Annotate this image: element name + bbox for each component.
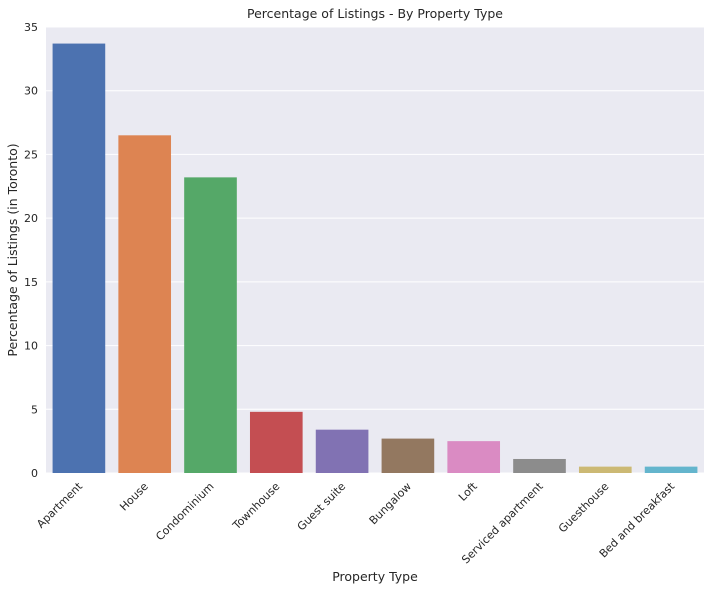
- x-tick-label: Loft: [456, 479, 480, 503]
- y-tick-label: 25: [24, 148, 38, 161]
- chart-title: Percentage of Listings - By Property Typ…: [247, 6, 503, 21]
- y-tick-label: 20: [24, 212, 38, 225]
- bar-bed-and-breakfast: [644, 466, 698, 473]
- bar-house: [118, 135, 172, 474]
- bars: [52, 43, 698, 474]
- bar-guesthouse: [578, 466, 632, 473]
- y-tick-label: 5: [31, 403, 38, 416]
- y-tick-label: 15: [24, 276, 38, 289]
- bar-condominium: [184, 177, 237, 473]
- y-tick-labels: 0 5 10 15 20 25 30 35: [24, 21, 38, 480]
- bar-apartment: [52, 43, 106, 474]
- y-tick-label: 35: [24, 21, 38, 34]
- x-tick-label: Bungalow: [367, 480, 414, 527]
- bar-guest-suite: [315, 429, 369, 473]
- bar-bungalow: [381, 438, 435, 473]
- x-tick-label: Townhouse: [230, 480, 283, 533]
- x-tick-label: Condominium: [153, 480, 216, 543]
- y-tick-label: 30: [24, 85, 38, 98]
- x-tick-label: Guest suite: [295, 480, 349, 534]
- x-tick-label: Guesthouse: [556, 480, 612, 536]
- y-axis-label: Percentage of Listings (in Toronto): [5, 143, 20, 356]
- x-tick-labels: Apartment House Condominium Townhouse Guest …: [34, 479, 677, 566]
- bar-loft: [447, 441, 501, 473]
- y-tick-label: 0: [31, 467, 38, 480]
- bar-townhouse: [249, 411, 303, 473]
- y-tick-label: 10: [24, 340, 38, 353]
- x-axis-label: Property Type: [332, 569, 418, 584]
- bar-serviced-apartment: [513, 458, 566, 473]
- x-tick-label: Apartment: [34, 479, 85, 530]
- x-tick-label: House: [117, 480, 151, 514]
